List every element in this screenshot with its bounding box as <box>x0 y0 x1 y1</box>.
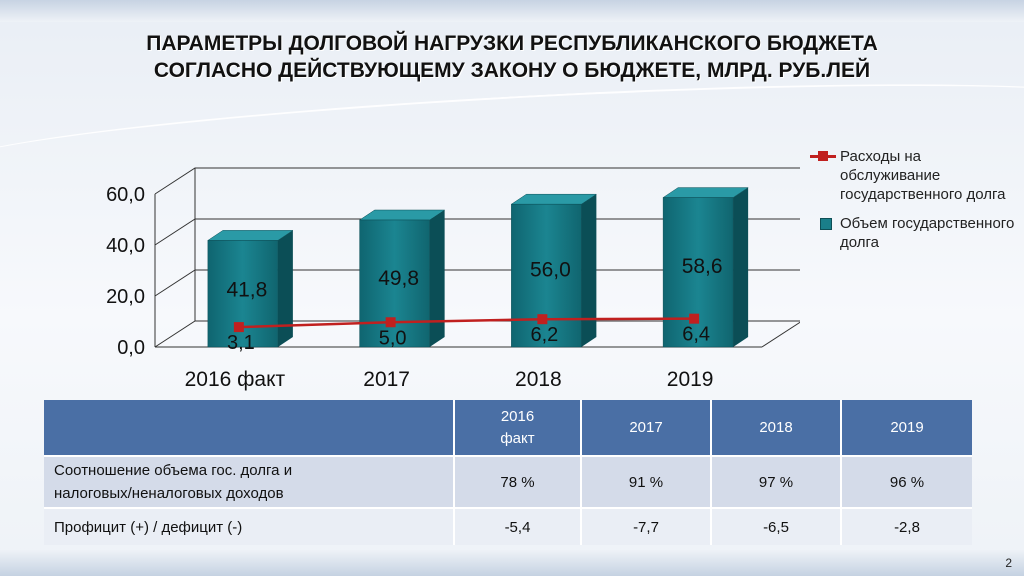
chart-line <box>233 313 700 333</box>
line-value-label: 6,2 <box>530 324 558 346</box>
legend-item-line: Расходы на обслуживание государственного… <box>810 147 1020 204</box>
bar-value-label: 58,6 <box>682 255 723 278</box>
line-point <box>689 313 700 324</box>
header-2016: 2016 факт <box>500 407 535 447</box>
debt-table: 2016 факт 2017 2018 2019 Соотношение объ… <box>44 400 972 545</box>
y-tick-label: 20,0 <box>106 286 145 308</box>
table-cell: 91 % <box>580 455 711 508</box>
table-header-cell: 2018 <box>710 400 841 456</box>
y-tick-label: 0,0 <box>117 337 145 359</box>
table-cell: -6,5 <box>710 507 841 545</box>
bar-value-label: 41,8 <box>226 278 267 301</box>
table-cell: -2,8 <box>840 507 972 545</box>
table-row-label: Профицит (+) / дефицит (-) <box>44 507 454 545</box>
table-header-cell: 2017 <box>580 400 711 456</box>
line-value-label: 5,0 <box>379 327 407 349</box>
legend-line-marker <box>810 151 836 161</box>
chart-bars <box>207 187 749 348</box>
table-header-cell: 2016 факт <box>453 400 581 456</box>
bar-top <box>662 187 749 198</box>
bar-top <box>358 209 446 221</box>
legend-label-line: Расходы на обслуживание государственного… <box>840 148 1006 203</box>
table-row-label: Соотношение объема гос. долга и налоговы… <box>44 455 454 508</box>
bar-value-label: 56,0 <box>530 258 571 281</box>
legend-label-bar: Объем государственного долга <box>840 215 1015 251</box>
table-header-blank <box>44 400 454 456</box>
x-tick-label: 2017 <box>363 368 410 391</box>
line-point <box>233 322 244 333</box>
table-cell: -5,4 <box>453 507 581 545</box>
bar-side <box>581 194 597 347</box>
line-value-label: 3,1 <box>227 332 255 354</box>
table-cell: 97 % <box>710 455 841 508</box>
bottom-band <box>0 550 1024 576</box>
title-line-1: ПАРАМЕТРЫ ДОЛГОВОЙ НАГРУЗКИ РЕСПУБЛИКАНС… <box>146 32 878 55</box>
ratio-label: Соотношение объема гос. долга и налоговы… <box>54 462 293 502</box>
title-line-2: СОГЛАСНО ДЕЙСТВУЮЩЕМУ ЗАКОНУ О БЮДЖЕТЕ, … <box>153 59 871 82</box>
bar-top <box>510 193 598 205</box>
table-header-cell: 2019 <box>840 400 972 456</box>
line-point <box>385 317 396 328</box>
table-cell: 96 % <box>840 455 972 508</box>
bar-side <box>429 210 445 347</box>
table-header-row: 2016 факт 2017 2018 2019 <box>44 400 972 456</box>
table-cell: -7,7 <box>580 507 711 545</box>
page-number: 2 <box>1005 556 1012 570</box>
top-band <box>0 0 1024 22</box>
x-tick-label: 2019 <box>667 368 714 391</box>
line-point <box>537 314 548 325</box>
page-title: ПАРАМЕТРЫ ДОЛГОВОЙ НАГРУЗКИ РЕСПУБЛИКАНС… <box>0 30 1024 84</box>
bar-top <box>207 230 294 241</box>
x-tick-label: 2016 факт <box>185 368 286 391</box>
legend-item-bar: Объем государственного долга <box>810 214 1020 252</box>
chart-legend: Расходы на обслуживание государственного… <box>810 147 1020 262</box>
chart-labels: 0,0 20,0 40,0 60,0 41,8 2016 факт 49,8 2017 56,0… <box>106 184 723 391</box>
bar-side <box>733 187 749 347</box>
x-tick-label: 2018 <box>515 368 562 391</box>
bar-side <box>277 230 293 347</box>
legend-bar-marker <box>820 218 832 230</box>
table-row: Соотношение объема гос. долга и налоговы… <box>44 455 972 508</box>
floor-edge <box>761 321 800 348</box>
bar-value-label: 49,8 <box>378 267 419 290</box>
table-cell: 78 % <box>453 455 581 508</box>
line-series <box>238 317 695 329</box>
line-value-label: 6,4 <box>682 324 710 346</box>
y-tick-label: 60,0 <box>106 184 145 206</box>
debt-chart: 0,0 20,0 40,0 60,0 41,8 2016 факт 49,8 2017 56,0… <box>106 167 800 391</box>
table-row: Профицит (+) / дефицит (-) -5,4 -7,7 -6,… <box>44 507 972 545</box>
y-tick-label: 40,0 <box>106 235 145 257</box>
